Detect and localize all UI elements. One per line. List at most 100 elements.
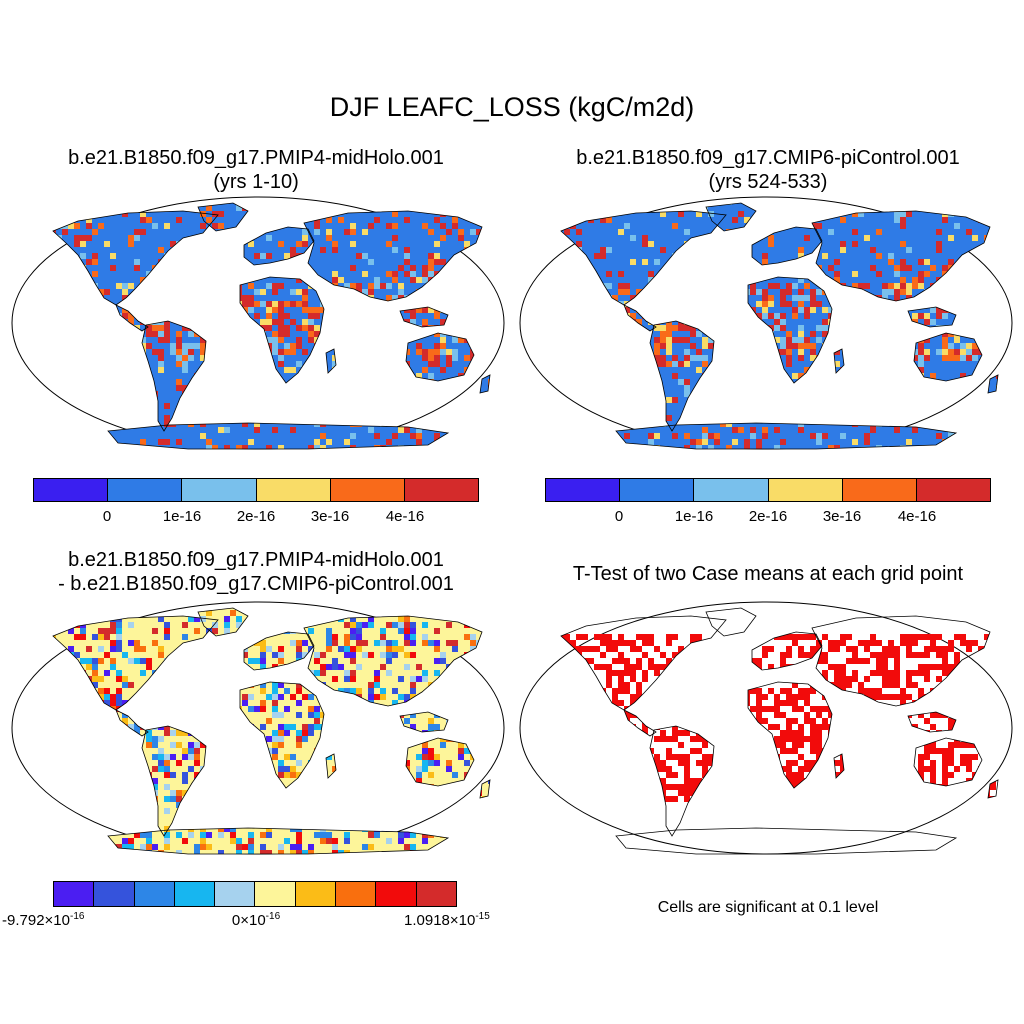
grid-cell	[768, 724, 774, 730]
grid-cell	[948, 343, 954, 349]
grid-cell	[552, 652, 558, 658]
grid-cell	[948, 409, 954, 415]
grid-cell	[416, 778, 422, 784]
grid-cell	[32, 640, 38, 646]
grid-cell	[422, 598, 428, 604]
grid-cell	[476, 421, 482, 427]
grid-cell	[392, 700, 398, 706]
grid-cell	[500, 838, 506, 844]
coastline-new-zealand	[479, 779, 491, 799]
grid-cell	[14, 664, 20, 670]
grid-cell	[786, 718, 792, 724]
grid-cell	[476, 832, 482, 838]
grid-cell	[762, 646, 768, 652]
grid-cell	[446, 754, 452, 760]
grid-cell	[446, 355, 452, 361]
grid-cell	[416, 203, 422, 205]
grid-cell	[930, 724, 936, 730]
grid-cell	[552, 445, 558, 451]
coastline-north-america	[560, 210, 727, 306]
grid-cell	[374, 598, 380, 604]
grid-cell	[266, 301, 272, 307]
grid-cell	[912, 313, 918, 319]
grid-cell	[392, 652, 398, 658]
grid-cell	[458, 229, 464, 235]
grid-cell	[86, 826, 92, 832]
grid-cell	[756, 445, 762, 449]
grid-cell	[356, 688, 362, 694]
grid-cell	[458, 337, 464, 343]
grid-cell	[410, 640, 416, 646]
grid-cell	[356, 283, 362, 289]
grid-cell	[194, 844, 200, 850]
grid-cell	[792, 682, 798, 688]
grid-cell	[561, 205, 564, 211]
grid-cell	[452, 640, 458, 646]
grid-cell	[506, 802, 508, 808]
grid-cell	[302, 736, 308, 742]
grid-cell	[954, 658, 960, 664]
grid-cell	[516, 271, 522, 277]
grid-cell	[894, 211, 900, 217]
grid-cell	[284, 766, 290, 772]
grid-cell	[38, 844, 44, 850]
grid-cell	[798, 634, 804, 640]
grid-cell	[458, 850, 464, 854]
grid-cell	[338, 850, 344, 854]
grid-cell	[948, 718, 954, 724]
grid-cell	[684, 361, 690, 367]
grid-cell	[500, 604, 506, 610]
grid-cell	[122, 283, 128, 289]
grid-cell	[428, 718, 434, 724]
grid-cell	[552, 211, 558, 217]
grid-cell	[110, 265, 116, 271]
grid-cell	[1014, 313, 1016, 319]
grid-cell	[792, 451, 798, 453]
coastline-africa	[747, 276, 833, 384]
grid-cell	[320, 664, 326, 670]
grid-cell	[284, 754, 290, 760]
grid-cell	[32, 790, 38, 796]
grid-cell	[278, 319, 284, 325]
grid-cell	[440, 319, 446, 325]
grid-cell	[236, 445, 242, 449]
grid-cell	[38, 850, 44, 856]
grid-cell	[260, 658, 266, 664]
grid-cell	[308, 730, 314, 736]
grid-cell	[140, 439, 146, 445]
grid-cell	[53, 838, 56, 844]
grid-cell	[810, 724, 816, 730]
grid-cell	[218, 850, 224, 854]
grid-cell	[272, 283, 278, 289]
grid-cell	[972, 193, 978, 199]
grid-cell	[918, 349, 924, 355]
grid-cell	[194, 748, 200, 754]
grid-cell	[392, 277, 398, 283]
grid-cell	[888, 640, 894, 646]
grid-cell	[522, 283, 528, 289]
grid-cell	[86, 844, 92, 850]
grid-cell	[242, 301, 248, 307]
grid-cell	[152, 856, 158, 858]
grid-cell	[936, 229, 942, 235]
grid-cell	[434, 760, 440, 766]
grid-cell	[912, 682, 918, 688]
grid-cell	[104, 445, 110, 449]
grid-cell	[624, 433, 630, 439]
grid-cell	[104, 628, 110, 634]
grid-cell	[158, 439, 164, 445]
grid-cell	[290, 766, 296, 772]
grid-cell	[242, 295, 248, 301]
grid-cell	[702, 427, 708, 433]
grid-cell	[600, 247, 606, 253]
grid-cell	[230, 610, 236, 616]
grid-cell	[344, 640, 350, 646]
grid-cell	[194, 451, 200, 453]
grid-cell	[906, 652, 912, 658]
grid-cell	[8, 199, 14, 205]
grid-cell	[768, 283, 774, 289]
grid-cell	[152, 608, 158, 610]
grid-cell	[798, 652, 804, 658]
grid-cell	[756, 718, 762, 724]
grid-cell	[386, 856, 392, 858]
